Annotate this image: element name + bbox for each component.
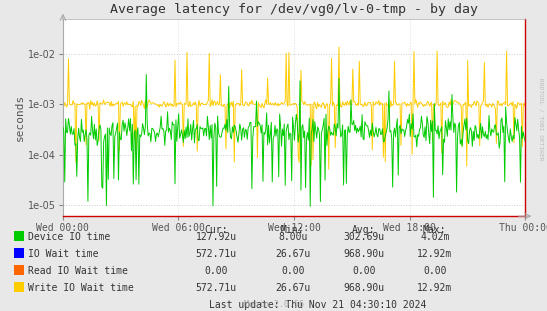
Y-axis label: seconds: seconds <box>15 94 25 141</box>
Text: 968.90u: 968.90u <box>343 283 385 293</box>
Text: 12.92m: 12.92m <box>417 283 452 293</box>
Text: 572.71u: 572.71u <box>195 283 237 293</box>
Text: 0.00: 0.00 <box>281 266 304 276</box>
Text: 8.00u: 8.00u <box>278 232 307 242</box>
Text: 4.02m: 4.02m <box>420 232 450 242</box>
Text: Last update: Thu Nov 21 04:30:10 2024: Last update: Thu Nov 21 04:30:10 2024 <box>208 300 426 310</box>
Title: Average latency for /dev/vg0/lv-0-tmp - by day: Average latency for /dev/vg0/lv-0-tmp - … <box>110 3 478 16</box>
Text: Min:: Min: <box>281 225 304 235</box>
Text: Write IO Wait time: Write IO Wait time <box>28 283 133 293</box>
Text: Munin 2.0.56: Munin 2.0.56 <box>243 300 304 309</box>
Text: Read IO Wait time: Read IO Wait time <box>28 266 128 276</box>
Text: 302.69u: 302.69u <box>343 232 385 242</box>
Text: Cur:: Cur: <box>205 225 228 235</box>
Text: RRDTOOL / TOBI OETIKER: RRDTOOL / TOBI OETIKER <box>538 78 543 161</box>
Text: 0.00: 0.00 <box>205 266 228 276</box>
Text: IO Wait time: IO Wait time <box>28 249 98 259</box>
Text: 968.90u: 968.90u <box>343 249 385 259</box>
Text: 127.92u: 127.92u <box>195 232 237 242</box>
Text: 12.92m: 12.92m <box>417 249 452 259</box>
Text: Max:: Max: <box>423 225 446 235</box>
Text: Avg:: Avg: <box>352 225 375 235</box>
Text: 26.67u: 26.67u <box>275 283 310 293</box>
Text: 26.67u: 26.67u <box>275 249 310 259</box>
Text: Device IO time: Device IO time <box>28 232 110 242</box>
Text: 572.71u: 572.71u <box>195 249 237 259</box>
Text: 0.00: 0.00 <box>423 266 446 276</box>
Text: 0.00: 0.00 <box>352 266 375 276</box>
